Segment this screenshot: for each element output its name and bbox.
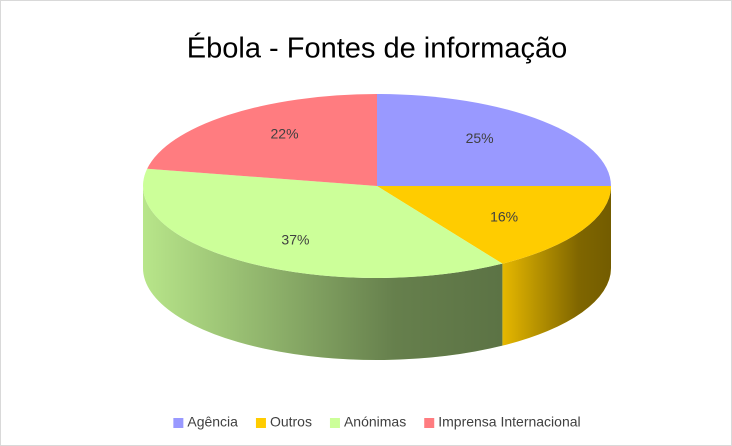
pie-side-shade: [502, 186, 611, 346]
pie-slice: [143, 168, 503, 278]
legend-swatch: [329, 418, 340, 428]
legend-label: Agência: [187, 414, 238, 430]
pie-slice: [377, 94, 611, 186]
legend-label: Anónimas: [344, 414, 406, 430]
legend-swatch: [255, 418, 266, 428]
data-label: 22%: [271, 126, 299, 142]
legend: Agência Outros Anónimas Imprensa Internacio…: [173, 414, 581, 430]
pie-slice: [377, 186, 611, 264]
legend-label: Outros: [270, 414, 312, 430]
data-label: 37%: [281, 231, 309, 247]
legend-swatch: [424, 418, 435, 428]
pie-side-shade: [143, 186, 503, 361]
legend-label: Imprensa Internacional: [438, 414, 580, 430]
legend-swatch: [173, 418, 184, 428]
pie-slice: [147, 94, 377, 186]
chart-title: Ébola - Fontes de informação: [187, 32, 567, 65]
data-label: 25%: [466, 130, 494, 146]
data-label: 16%: [490, 209, 518, 225]
